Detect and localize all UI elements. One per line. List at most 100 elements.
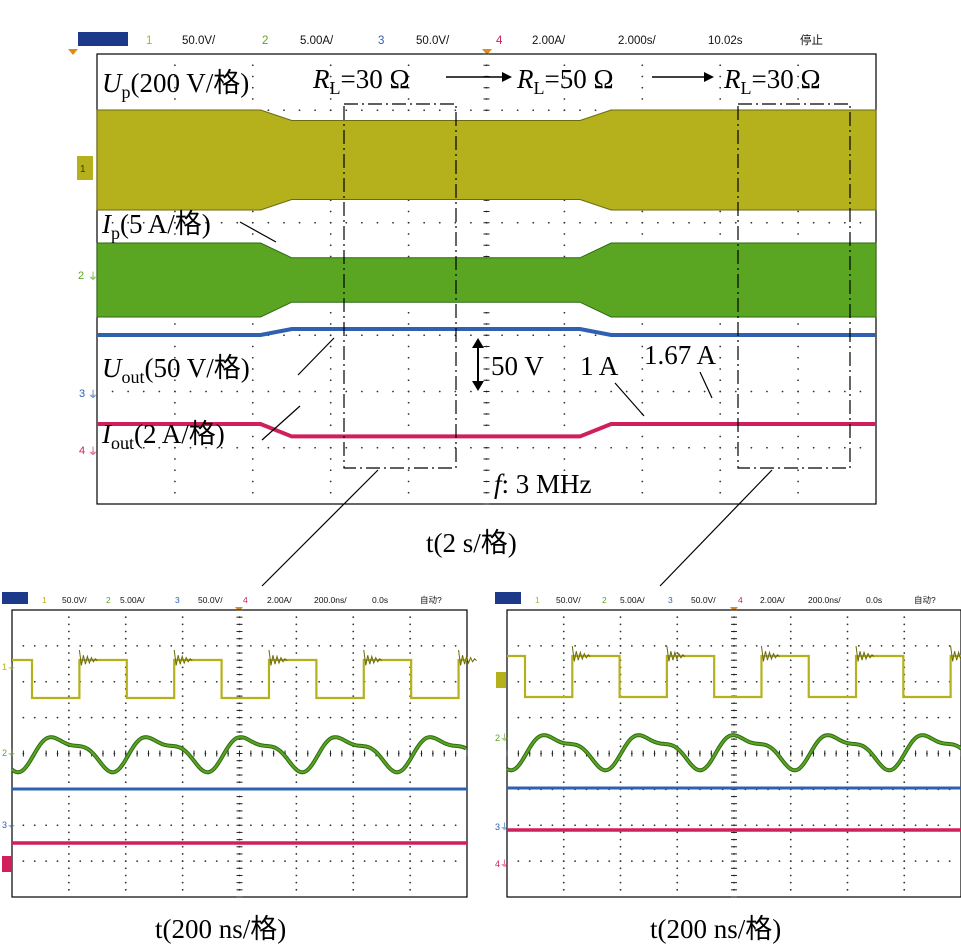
grid-dot (431, 824, 434, 827)
grid-dot (352, 652, 355, 654)
grid-dot (846, 810, 849, 812)
grid-dot (721, 824, 724, 827)
grid-dot (352, 623, 355, 626)
label-uout: Uout(50 V/格) (102, 353, 250, 387)
grid-dot (67, 688, 70, 690)
grid-dot (562, 759, 565, 762)
grid-dot (189, 221, 192, 224)
grid-dot (641, 435, 644, 438)
grid-dot (551, 860, 554, 863)
grid-dot (501, 446, 503, 449)
grid-dot (420, 860, 423, 863)
grid-dot (181, 853, 184, 855)
grid-dot (880, 716, 883, 719)
grid-dot (170, 644, 173, 647)
grid-dot (329, 424, 332, 427)
grid-dot (619, 745, 622, 748)
grid-dot (67, 831, 70, 834)
grid-dot (283, 221, 285, 224)
grid-dot (903, 824, 906, 827)
grid-dot (318, 860, 321, 863)
grid-dot (641, 446, 644, 449)
grid-dot (272, 860, 275, 863)
grid-dot (423, 446, 426, 449)
zoom2-ch3-scale: 50.0V/ (691, 595, 716, 605)
grid-dot (801, 824, 803, 827)
grid-dot (676, 774, 679, 776)
grid-dot (295, 637, 298, 640)
grid-dot (392, 109, 394, 112)
grid-dot (903, 644, 906, 647)
grid-dot (124, 838, 127, 841)
grid-dot (67, 774, 70, 776)
grid-dot (174, 379, 176, 382)
main-ch3-scale: 50.0V/ (416, 35, 450, 47)
grid-dot (90, 680, 93, 683)
grid-dot (79, 824, 82, 827)
grid-dot (79, 716, 82, 719)
zoom1-ch1-num: 1 (42, 595, 47, 605)
grid-dot (249, 644, 252, 647)
grid-dot (869, 680, 872, 683)
grid-dot (136, 644, 139, 647)
grid-dot (665, 644, 667, 647)
grid-dot (562, 731, 565, 733)
grid-dot (676, 810, 679, 812)
grid-dot (352, 673, 355, 676)
grid-dot (409, 630, 412, 633)
grid-dot (215, 860, 218, 863)
grid-dot (174, 75, 176, 78)
grid-dot (329, 323, 332, 325)
grid-dot (608, 860, 611, 863)
grid-dot (676, 716, 679, 719)
grid-dot (789, 731, 792, 733)
grid-dot (719, 368, 722, 370)
zoom-scope-left: 1 50.0V/ 2 5.00A/ 3 50.0V/ 4 2.00A/ 200.… (2, 592, 477, 944)
grid-dot (386, 644, 389, 647)
grid-dot (295, 702, 298, 705)
grid-dot (352, 759, 355, 762)
grid-dot (360, 109, 363, 112)
grid-dot (767, 824, 769, 827)
grid-dot (329, 469, 332, 472)
grid-dot (386, 824, 389, 827)
grid-dot (251, 401, 254, 404)
grid-dot (193, 680, 195, 683)
grid-dot (641, 379, 644, 382)
grid-dot (750, 390, 753, 393)
grid-dot (409, 888, 412, 891)
grid-dot (641, 345, 644, 348)
grid-dot (329, 390, 332, 393)
grid-dot (102, 680, 104, 683)
grid-dot (407, 75, 410, 78)
grid-dot (563, 210, 566, 213)
grid-dot (903, 838, 906, 841)
grid-dot (719, 98, 722, 100)
zoom1-trace-ip-inner (11, 736, 467, 774)
grid-dot (102, 716, 104, 719)
grid-dot (431, 860, 434, 863)
grid-dot (789, 824, 792, 827)
grid-dot (251, 491, 254, 494)
grid-dot (719, 345, 722, 348)
grid-dot (102, 644, 104, 647)
grid-dot (454, 860, 457, 863)
grid-dot (352, 881, 355, 884)
grid-dot (181, 874, 184, 877)
grid-dot (619, 802, 622, 805)
grid-dot (846, 853, 849, 855)
grid-dot (251, 345, 254, 348)
grid-dot (174, 221, 176, 224)
grid-dot (789, 874, 792, 877)
grid-dot (687, 680, 690, 683)
grid-dot (676, 860, 679, 863)
grid-dot (719, 390, 722, 393)
grid-dot (236, 221, 239, 224)
grid-dot (409, 874, 412, 877)
grid-dot (67, 616, 70, 619)
grid-dot (797, 345, 799, 348)
grid-dot (251, 379, 254, 382)
grid-dot (181, 766, 184, 769)
grid-dot (174, 210, 176, 213)
grid-dot (619, 888, 622, 891)
